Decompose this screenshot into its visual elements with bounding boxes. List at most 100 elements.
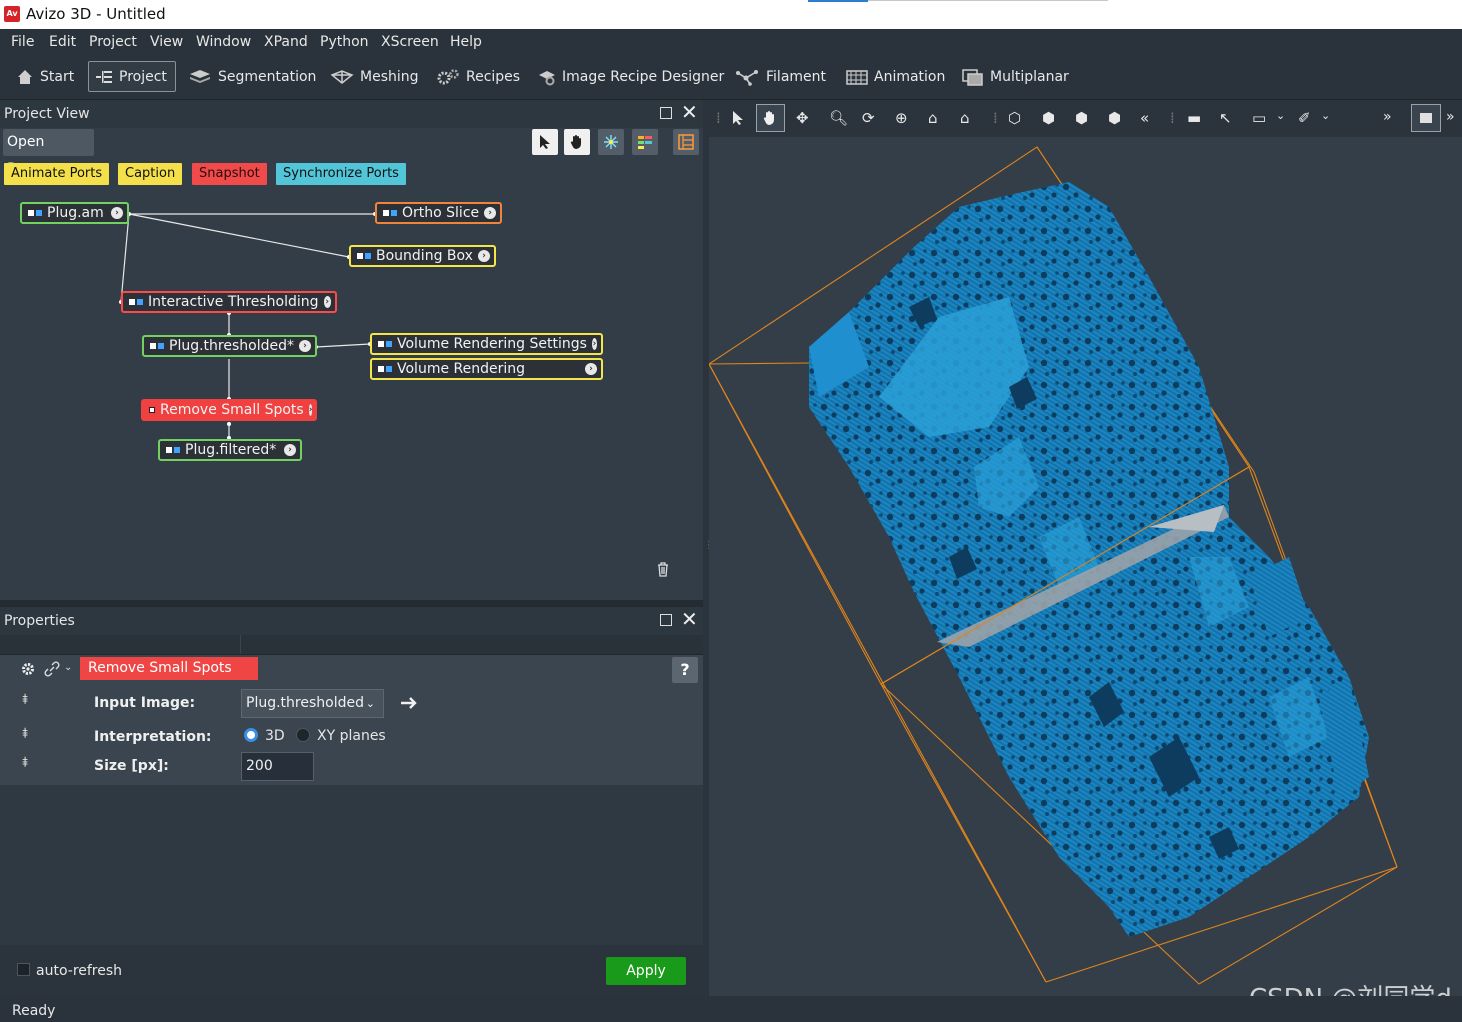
- trash-icon[interactable]: [656, 561, 670, 577]
- node-bounding-box[interactable]: Bounding Box ›: [349, 245, 496, 267]
- radio-xy-planes[interactable]: [296, 728, 310, 742]
- horizontal-splitter[interactable]: [0, 600, 703, 607]
- tree-view-button[interactable]: [632, 129, 658, 155]
- node-plug-filtered[interactable]: Plug.filtered* ›: [158, 439, 302, 461]
- toolbar-recipes[interactable]: Recipes: [430, 61, 526, 92]
- 3d-viewer[interactable]: [709, 137, 1462, 996]
- toolbar-animation[interactable]: Animation: [840, 61, 951, 92]
- close-icon[interactable]: ✕: [681, 100, 698, 124]
- interact-mode-button[interactable]: [756, 104, 785, 132]
- pick-icon[interactable]: ↖: [1219, 109, 1232, 127]
- measure-icon[interactable]: ▭: [1252, 109, 1267, 127]
- pin-icon[interactable]: ⯒: [22, 692, 29, 708]
- node-plug-am[interactable]: Plug.am ›: [20, 202, 129, 224]
- radio-xy-planes-label: XY planes: [317, 728, 386, 744]
- panel-layout-button[interactable]: [673, 129, 699, 155]
- toolbar-start[interactable]: Start: [10, 61, 80, 92]
- chevron-down-icon[interactable]: ⌄: [64, 662, 73, 673]
- zoom-icon[interactable]: 🔍︎: [829, 109, 849, 127]
- apply-button[interactable]: Apply: [606, 957, 686, 985]
- node-volume-rendering[interactable]: Volume Rendering ›: [370, 358, 603, 380]
- chevron-down-icon[interactable]: ⌄: [1276, 109, 1286, 122]
- toolbar-segmentation[interactable]: Segmentation: [182, 61, 322, 92]
- size-input[interactable]: 200: [241, 752, 314, 781]
- snapshot-view-icon[interactable]: ▬: [1187, 109, 1202, 127]
- toolbar-separator-icon: ⁞: [993, 109, 998, 127]
- snapshot-button[interactable]: Snapshot: [192, 163, 267, 185]
- pin-icon[interactable]: ⯒: [22, 726, 29, 742]
- node-expand-icon[interactable]: ›: [484, 207, 496, 219]
- set-home-icon[interactable]: ⌂: [960, 109, 970, 127]
- node-expand-icon[interactable]: ›: [308, 404, 313, 416]
- menu-xpand[interactable]: XPand: [264, 34, 308, 50]
- node-expand-icon[interactable]: ›: [284, 444, 296, 456]
- window-title: Avizo 3D - Untitled: [26, 5, 166, 23]
- toolbar-meshing[interactable]: Meshing: [324, 61, 425, 92]
- input-image-select[interactable]: Plug.thresholded ⌄: [241, 689, 384, 718]
- pointer-icon[interactable]: [731, 110, 745, 126]
- radio-3d[interactable]: [244, 728, 258, 742]
- close-icon[interactable]: ✕: [681, 607, 698, 631]
- auto-refresh-checkbox[interactable]: [17, 963, 30, 976]
- home-view-icon[interactable]: ⌂: [928, 109, 938, 127]
- toolbar-separator-icon: ⁞: [1170, 109, 1175, 127]
- node-ortho-slice[interactable]: Ortho Slice ›: [375, 202, 502, 224]
- seek-icon[interactable]: ⊕: [895, 109, 908, 127]
- arrow-right-icon[interactable]: [400, 696, 418, 710]
- menu-window[interactable]: Window: [196, 34, 252, 50]
- animate-ports-button[interactable]: Animate Ports: [4, 163, 110, 185]
- node-expand-icon[interactable]: ›: [478, 250, 490, 262]
- help-button[interactable]: ?: [672, 657, 698, 683]
- toolbar-filament[interactable]: Filament: [730, 61, 832, 92]
- toolbar-multiplanar[interactable]: Multiplanar: [956, 61, 1075, 92]
- open-data-button[interactable]: Open Data...: [3, 129, 94, 177]
- caption-button[interactable]: Caption: [118, 163, 183, 185]
- menu-edit[interactable]: Edit: [49, 34, 77, 50]
- menu-help[interactable]: Help: [450, 34, 482, 50]
- node-expand-icon[interactable]: ›: [585, 363, 597, 375]
- menu-xscreen[interactable]: XScreen: [381, 34, 439, 50]
- node-label: Volume Rendering Settings: [397, 336, 587, 352]
- node-volume-rendering-settings[interactable]: Volume Rendering Settings ›: [370, 333, 603, 355]
- view-direction-z-icon[interactable]: ⬢: [1108, 109, 1122, 127]
- link-icon[interactable]: [44, 661, 60, 677]
- select-mode-button[interactable]: [532, 129, 558, 155]
- recipe-designer-icon: [539, 70, 555, 85]
- pan-mode-button[interactable]: [564, 129, 590, 155]
- toolbar-project[interactable]: Project: [88, 61, 176, 92]
- node-remove-small-spots[interactable]: Remove Small Spots ›: [141, 399, 317, 421]
- node-plug-thresholded[interactable]: Plug.thresholded* ›: [142, 335, 317, 357]
- synchronize-ports-button[interactable]: Synchronize Ports: [276, 163, 406, 185]
- auto-layout-button[interactable]: [598, 129, 624, 155]
- node-expand-icon[interactable]: ›: [591, 338, 597, 350]
- vertical-splitter[interactable]: [703, 100, 709, 996]
- translate-icon[interactable]: ✥: [796, 109, 809, 127]
- animation-icon: [846, 69, 868, 85]
- layout-toggle-button[interactable]: [1411, 104, 1441, 132]
- rotate-view-icon[interactable]: «: [1140, 109, 1150, 127]
- gear-icon[interactable]: [20, 661, 36, 677]
- node-interactive-thresholding[interactable]: Interactive Thresholding ›: [121, 291, 337, 313]
- toolbar-overflow-icon[interactable]: »: [1383, 109, 1392, 125]
- pin-icon[interactable]: ⯒: [22, 755, 29, 771]
- view-direction-y-icon[interactable]: ⬢: [1075, 109, 1089, 127]
- ortho-slice-plane: [937, 505, 1229, 647]
- menu-project[interactable]: Project: [89, 34, 137, 50]
- node-expand-icon[interactable]: ›: [323, 296, 331, 308]
- probe-icon[interactable]: ✐: [1298, 109, 1311, 127]
- radio-3d-label: 3D: [265, 728, 285, 744]
- maximize-icon[interactable]: [660, 614, 672, 626]
- chevron-down-icon[interactable]: ⌄: [1321, 109, 1331, 122]
- size-label: Size [px]:: [94, 758, 169, 774]
- node-expand-icon[interactable]: ›: [299, 340, 311, 352]
- rotate-icon[interactable]: ⟳: [862, 109, 875, 127]
- toolbar-overflow-icon[interactable]: »: [1446, 109, 1455, 125]
- menu-view[interactable]: View: [150, 34, 184, 50]
- perspective-icon[interactable]: ⬡: [1008, 109, 1022, 127]
- toolbar-image-recipe-designer[interactable]: Image Recipe Designer: [532, 61, 730, 92]
- view-direction-x-icon[interactable]: ⬢: [1042, 109, 1056, 127]
- menu-python[interactable]: Python: [320, 34, 369, 50]
- menu-file[interactable]: File: [11, 34, 35, 50]
- node-expand-icon[interactable]: ›: [111, 207, 123, 219]
- maximize-icon[interactable]: [660, 107, 672, 119]
